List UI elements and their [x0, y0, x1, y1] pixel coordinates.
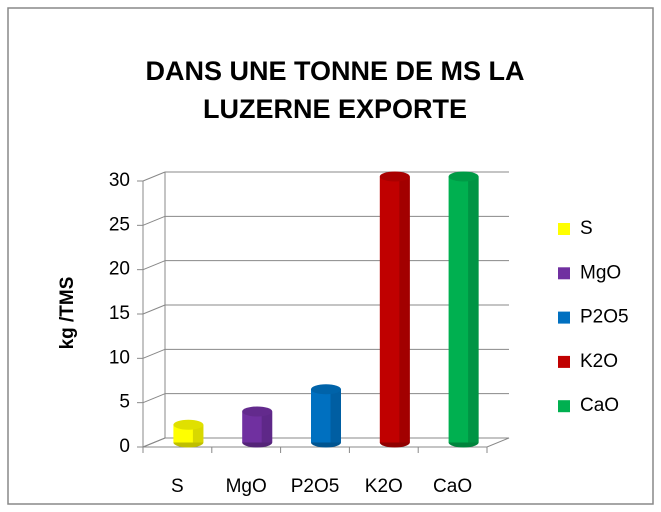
bar-top: [448, 171, 479, 182]
y-tick-label: 20: [109, 259, 130, 280]
bar-shade: [468, 176, 479, 443]
grid-line: [142, 437, 166, 448]
grid-line: [142, 215, 166, 226]
y-tick-label: 30: [109, 170, 130, 191]
legend-label: P2O5: [580, 307, 629, 328]
y-axis-label: kg /TMS: [57, 277, 78, 350]
bar-shade: [261, 411, 273, 443]
y-tick-label: 25: [109, 214, 130, 235]
chart-title: DANS UNE TONNE DE MS LA LUZERNE EXPORTE: [145, 56, 525, 124]
bar-shade: [330, 389, 341, 443]
y-tick-label: 10: [109, 347, 130, 368]
grid-line: [142, 348, 166, 359]
legend-swatch: [558, 223, 570, 235]
legend-label: MgO: [580, 262, 621, 283]
grid-line: [142, 260, 166, 271]
x-tick-label: K2O: [365, 476, 403, 497]
legend-swatch: [558, 400, 570, 413]
y-tick-label: 15: [109, 303, 130, 324]
x-tick-label: P2O5: [291, 476, 340, 497]
bar-top: [379, 171, 410, 182]
grid-line: [142, 393, 166, 404]
bar-top: [173, 419, 204, 430]
x-tick-label: MgO: [226, 476, 267, 497]
x-tick-label: S: [171, 476, 184, 497]
legend-swatch: [558, 355, 570, 368]
legend-label: K2O: [580, 351, 618, 372]
grid-line: [142, 304, 166, 315]
bar-shade: [192, 424, 204, 443]
bar-top: [311, 384, 341, 395]
x-tick-label: CaO: [433, 476, 472, 497]
y-tick-label: 0: [119, 436, 130, 457]
grid-line: [142, 171, 166, 182]
legend-label: CaO: [580, 395, 619, 416]
bar-top: [242, 406, 273, 417]
legend-label: S: [580, 218, 593, 239]
y-tick-label: 5: [119, 392, 130, 413]
legend-swatch: [558, 311, 570, 324]
legend-swatch: [558, 267, 570, 280]
bar-shade: [399, 176, 410, 443]
